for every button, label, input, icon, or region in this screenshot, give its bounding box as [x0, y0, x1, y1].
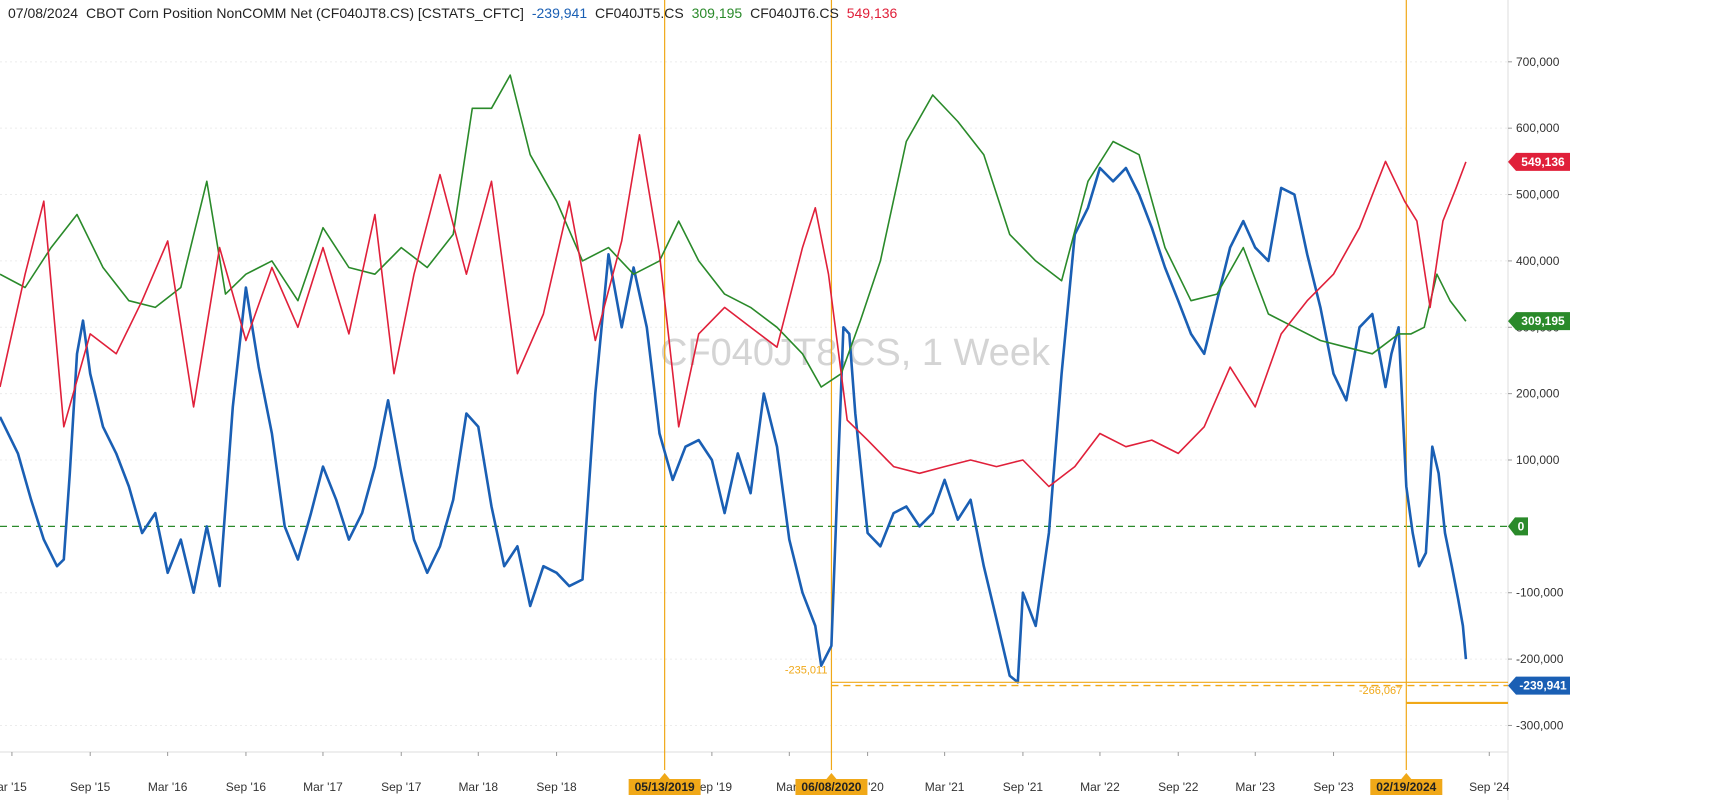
y-tick-label: 100,000	[1516, 453, 1560, 467]
zero-badge	[1508, 517, 1528, 536]
x-tick-label: Sep '21	[1003, 780, 1044, 794]
x-tick-label: Mar '22	[1080, 780, 1120, 794]
y-tick-label: 700,000	[1516, 55, 1560, 69]
x-tick-label: Sep '16	[226, 780, 267, 794]
x-tick-label: Sep '18	[536, 780, 577, 794]
chart-watermark: CF040JT8.CS, 1 Week	[660, 332, 1051, 374]
value-badges: 549,136 309,195 -239,941 0	[1508, 152, 1570, 695]
legend-title: CBOT Corn Position NonCOMM Net (CF040JT8…	[85, 5, 524, 21]
y-tick-label: 200,000	[1516, 387, 1560, 401]
low-value-label: -266,067	[1359, 685, 1402, 697]
legend-series-jt6-value: 549,136	[846, 5, 898, 21]
vertical-marker-badge-pointer	[826, 773, 837, 779]
y-tick-label: 600,000	[1516, 121, 1560, 135]
x-tick-label: Sep '22	[1158, 780, 1199, 794]
last-value-badge-label: -239,941	[1519, 679, 1567, 693]
last-value-badge-label: 549,136	[1521, 155, 1565, 169]
series-line-cf040jt6-cs	[0, 134, 1467, 488]
legend-series-jt6-label: CF040JT6.CS	[750, 5, 839, 21]
x-tick-label: Mar '21	[925, 780, 965, 794]
vertical-marker-badge-pointer	[659, 773, 670, 779]
y-tick-label: -200,000	[1516, 652, 1564, 666]
zero-badge-label: 0	[1518, 519, 1525, 533]
x-tick-label: Sep '23	[1313, 780, 1354, 794]
vertical-marker-badge	[628, 779, 701, 795]
gridlines	[0, 0, 1509, 800]
vertical-marker-badge-pointer	[1401, 773, 1412, 779]
vertical-marker-label: 06/08/2020	[801, 780, 861, 794]
y-tick-label: 400,000	[1516, 254, 1560, 268]
series-line-cf040jt8-cs	[0, 166, 1468, 684]
x-tick-label: Mar '18	[458, 780, 498, 794]
last-value-badge	[1508, 312, 1570, 331]
y-tick-label: 500,000	[1516, 188, 1560, 202]
series-line-cf040jt5-cs	[0, 74, 1467, 388]
annotations: -235,011 -266,067	[785, 664, 1508, 705]
vertical-marker-badge	[1370, 779, 1443, 795]
x-tick-label: Sep '19	[692, 780, 733, 794]
last-value-badge-label: 309,195	[1521, 314, 1565, 328]
series-lines	[0, 74, 1468, 684]
chart-legend: 07/08/2024 CBOT Corn Position NonCOMM Ne…	[8, 5, 901, 21]
low-value-label: -235,011	[785, 664, 828, 676]
last-value-badge	[1508, 676, 1570, 695]
vertical-marker-label: 05/13/2019	[635, 780, 695, 794]
x-axis-ticks: ar '15 Sep '15 Mar '16 Sep '16 Mar '17 Sep '1…	[0, 752, 1510, 794]
last-value-badge	[1508, 152, 1570, 171]
legend-series-jt5-value: 309,195	[691, 5, 743, 21]
y-axis-ticks: 700,000600,000500,000400,000300,000200,0…	[1508, 55, 1564, 732]
x-tick-label: Sep '24	[1469, 780, 1510, 794]
vertical-marker-label: 02/19/2024	[1376, 780, 1436, 794]
y-tick-label: -100,000	[1516, 586, 1564, 600]
x-tick-label: Mar '23	[1235, 780, 1275, 794]
x-tick-label: Mar '16	[148, 780, 188, 794]
vertical-marker-badge	[795, 779, 868, 795]
x-tick-label: Mar '17	[303, 780, 343, 794]
x-tick-label: ar '15	[0, 780, 27, 794]
vertical-markers: 05/13/2019 06/08/2020 02/19/2024	[628, 0, 1443, 795]
y-tick-label: -300,000	[1516, 718, 1564, 732]
legend-date: 07/08/2024	[8, 5, 79, 21]
legend-series-jt8-value: -239,941	[531, 5, 588, 21]
x-tick-label: Sep '15	[70, 780, 111, 794]
x-tick-label: Sep '17	[381, 780, 422, 794]
legend-series-jt5-label: CF040JT5.CS	[595, 5, 684, 21]
